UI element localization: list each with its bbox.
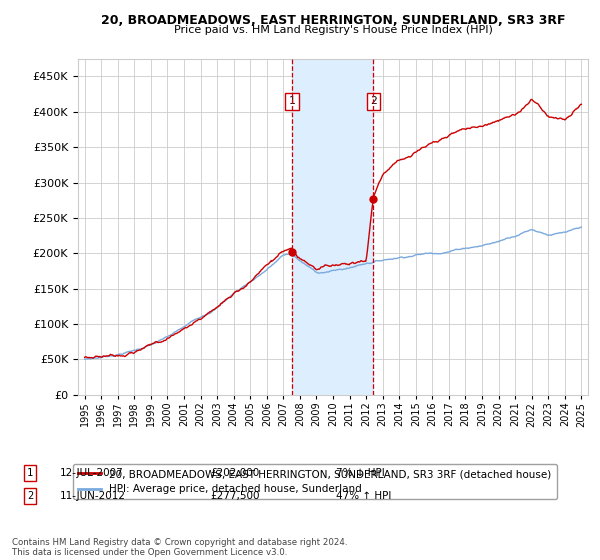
Text: Price paid vs. HM Land Registry's House Price Index (HPI): Price paid vs. HM Land Registry's House …	[173, 25, 493, 35]
Text: 1: 1	[27, 468, 33, 478]
Text: 11-JUN-2012: 11-JUN-2012	[60, 491, 126, 501]
Text: 7% ↓ HPI: 7% ↓ HPI	[336, 468, 385, 478]
Text: 2: 2	[370, 96, 377, 106]
Legend: 20, BROADMEADOWS, EAST HERRINGTON, SUNDERLAND, SR3 3RF (detached house), HPI: Av: 20, BROADMEADOWS, EAST HERRINGTON, SUNDE…	[73, 464, 557, 500]
Text: 2: 2	[27, 491, 33, 501]
Text: Contains HM Land Registry data © Crown copyright and database right 2024.
This d: Contains HM Land Registry data © Crown c…	[12, 538, 347, 557]
Text: £277,500: £277,500	[210, 491, 260, 501]
Bar	[292, 59, 373, 395]
Text: £202,000: £202,000	[210, 468, 259, 478]
Text: 1: 1	[289, 96, 295, 106]
Text: 12-JUL-2007: 12-JUL-2007	[60, 468, 124, 478]
Text: 20, BROADMEADOWS, EAST HERRINGTON, SUNDERLAND, SR3 3RF: 20, BROADMEADOWS, EAST HERRINGTON, SUNDE…	[101, 14, 565, 27]
Text: 47% ↑ HPI: 47% ↑ HPI	[336, 491, 391, 501]
